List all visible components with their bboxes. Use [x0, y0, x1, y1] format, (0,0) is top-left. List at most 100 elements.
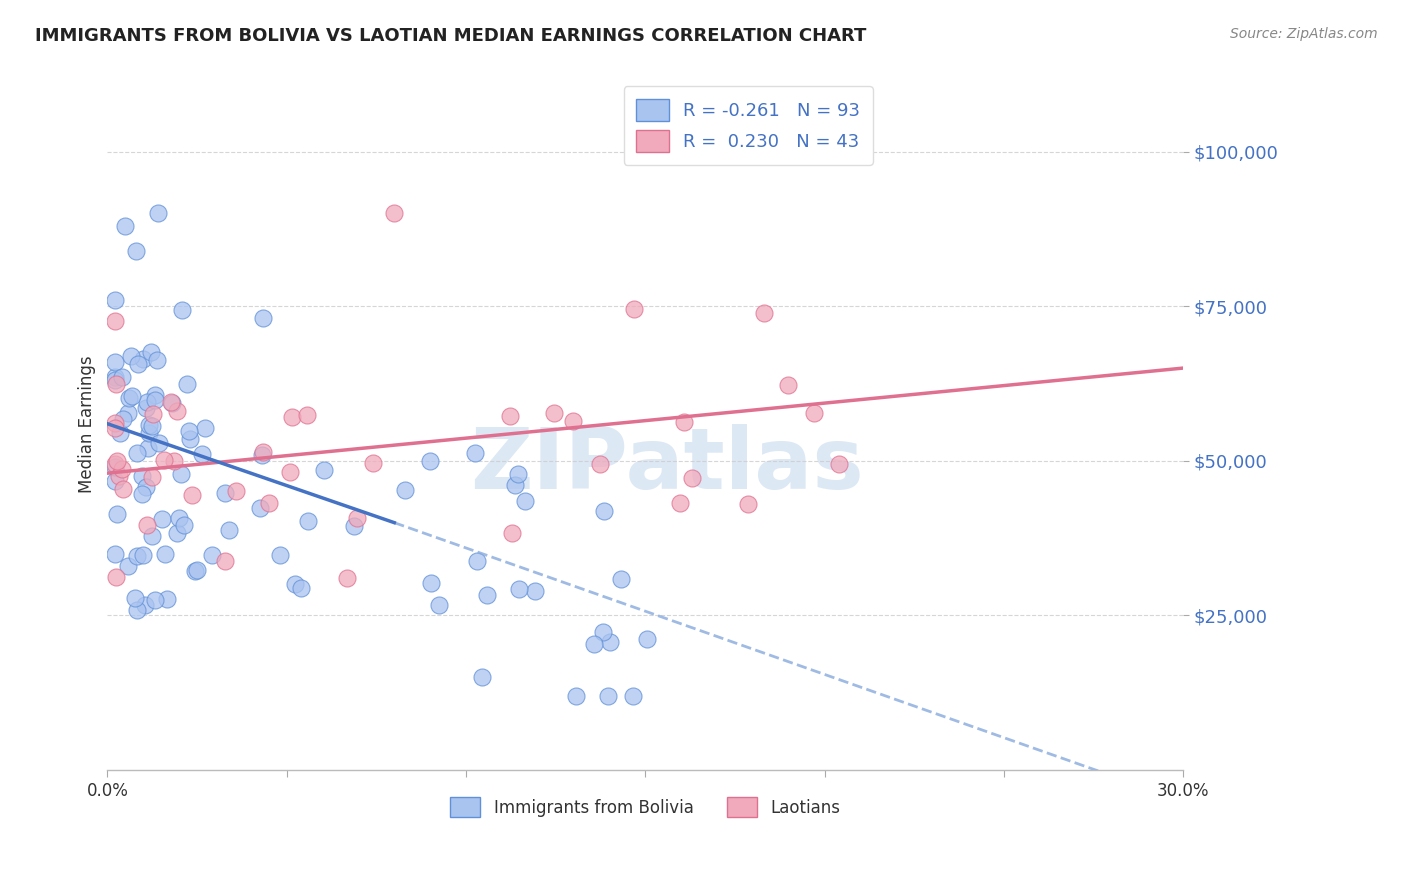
- Point: [124, 591, 146, 606]
- Point: [117, 405, 139, 419]
- Point: [166, 403, 188, 417]
- Point: [598, 689, 620, 703]
- Point: [194, 421, 217, 435]
- Point: [150, 512, 173, 526]
- Point: [127, 357, 149, 371]
- Point: [278, 465, 301, 479]
- Point: [186, 563, 208, 577]
- Point: [111, 462, 134, 476]
- Point: [111, 370, 134, 384]
- Point: [103, 547, 125, 561]
- Point: [132, 352, 155, 367]
- Point: [508, 582, 530, 597]
- Point: [257, 495, 280, 509]
- Point: [346, 511, 368, 525]
- Point: [111, 412, 134, 426]
- Point: [162, 396, 184, 410]
- Point: [146, 353, 169, 368]
- Point: [141, 418, 163, 433]
- Point: [214, 554, 236, 568]
- Point: [180, 488, 202, 502]
- Point: [543, 406, 565, 420]
- Point: [636, 632, 658, 647]
- Point: [127, 603, 149, 617]
- Point: [103, 372, 125, 386]
- Point: [141, 469, 163, 483]
- Point: [135, 480, 157, 494]
- Point: [513, 493, 536, 508]
- Point: [592, 624, 614, 639]
- Point: [136, 394, 159, 409]
- Point: [361, 456, 384, 470]
- Point: [225, 483, 247, 498]
- Point: [252, 311, 274, 326]
- Text: ZIPatlas: ZIPatlas: [470, 424, 863, 507]
- Point: [170, 467, 193, 482]
- Point: [465, 554, 488, 568]
- Point: [737, 498, 759, 512]
- Point: [427, 598, 450, 612]
- Point: [250, 448, 273, 462]
- Point: [163, 453, 186, 467]
- Point: [565, 689, 588, 703]
- Point: [252, 444, 274, 458]
- Point: [160, 394, 183, 409]
- Point: [136, 518, 159, 533]
- Point: [146, 206, 169, 220]
- Point: [394, 483, 416, 498]
- Point: [132, 548, 155, 562]
- Point: [343, 519, 366, 533]
- Point: [470, 670, 492, 684]
- Point: [201, 549, 224, 563]
- Point: [776, 378, 799, 392]
- Point: [218, 523, 240, 537]
- Point: [592, 504, 614, 518]
- Point: [167, 511, 190, 525]
- Point: [382, 206, 405, 220]
- Point: [136, 441, 159, 455]
- Point: [290, 581, 312, 595]
- Point: [420, 575, 443, 590]
- Point: [501, 525, 523, 540]
- Point: [103, 293, 125, 308]
- Point: [269, 548, 291, 562]
- Point: [125, 244, 148, 258]
- Point: [191, 447, 214, 461]
- Legend: Immigrants from Bolivia, Laotians: Immigrants from Bolivia, Laotians: [444, 790, 846, 824]
- Point: [561, 414, 583, 428]
- Point: [114, 219, 136, 233]
- Point: [214, 486, 236, 500]
- Point: [112, 482, 135, 496]
- Point: [107, 469, 129, 483]
- Text: IMMIGRANTS FROM BOLIVIA VS LAOTIAN MEDIAN EARNINGS CORRELATION CHART: IMMIGRANTS FROM BOLIVIA VS LAOTIAN MEDIA…: [35, 27, 866, 45]
- Point: [121, 389, 143, 403]
- Point: [170, 302, 193, 317]
- Point: [103, 474, 125, 488]
- Point: [589, 457, 612, 471]
- Point: [752, 306, 775, 320]
- Point: [621, 689, 644, 703]
- Point: [249, 500, 271, 515]
- Y-axis label: Median Earnings: Median Earnings: [79, 355, 96, 492]
- Point: [120, 350, 142, 364]
- Point: [672, 415, 695, 429]
- Point: [135, 401, 157, 416]
- Point: [118, 391, 141, 405]
- Point: [110, 425, 132, 440]
- Point: [668, 496, 690, 510]
- Point: [142, 407, 165, 421]
- Point: [179, 424, 201, 438]
- Point: [105, 507, 128, 521]
- Point: [312, 463, 335, 477]
- Point: [143, 593, 166, 607]
- Point: [475, 588, 498, 602]
- Point: [103, 460, 125, 475]
- Point: [183, 564, 205, 578]
- Point: [508, 467, 530, 482]
- Point: [138, 417, 160, 432]
- Point: [153, 453, 176, 467]
- Point: [284, 577, 307, 591]
- Point: [131, 487, 153, 501]
- Point: [125, 445, 148, 459]
- Point: [166, 526, 188, 541]
